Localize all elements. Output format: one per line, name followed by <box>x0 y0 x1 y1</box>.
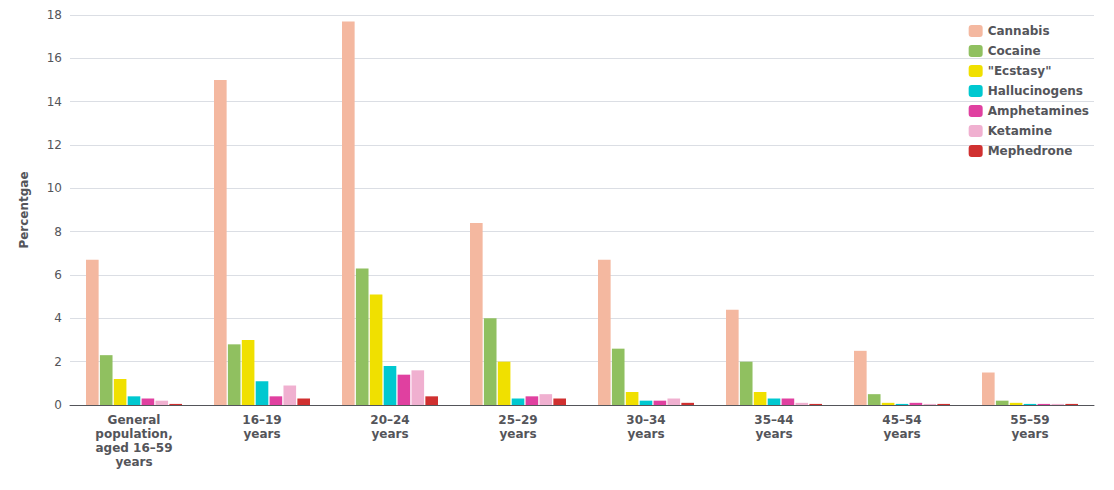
svg-text:18: 18 <box>47 8 62 22</box>
svg-text:years: years <box>1011 427 1048 441</box>
svg-text:6: 6 <box>54 268 62 282</box>
svg-text:Cocaine: Cocaine <box>988 44 1041 58</box>
svg-text:0: 0 <box>54 398 62 412</box>
svg-text:years: years <box>371 427 408 441</box>
svg-text:years: years <box>627 427 664 441</box>
svg-text:years: years <box>243 427 280 441</box>
svg-text:55–59: 55–59 <box>1010 413 1049 427</box>
svg-text:years: years <box>883 427 920 441</box>
svg-text:25–29: 25–29 <box>498 413 537 427</box>
svg-text:35–44: 35–44 <box>754 413 793 427</box>
svg-text:16–19: 16–19 <box>242 413 281 427</box>
svg-text:Mephedrone: Mephedrone <box>988 144 1073 158</box>
svg-text:"Ecstasy": "Ecstasy" <box>988 64 1052 78</box>
svg-text:10: 10 <box>47 181 62 195</box>
svg-text:14: 14 <box>47 95 62 109</box>
svg-text:16: 16 <box>47 51 62 65</box>
svg-text:Amphetamines: Amphetamines <box>988 104 1089 118</box>
svg-text:8: 8 <box>54 225 62 239</box>
svg-text:population,: population, <box>95 427 172 441</box>
svg-text:4: 4 <box>54 311 62 325</box>
svg-text:General: General <box>108 413 161 427</box>
svg-text:30–34: 30–34 <box>626 413 665 427</box>
svg-text:Ketamine: Ketamine <box>988 124 1052 138</box>
svg-text:Percentgae: Percentgae <box>17 171 31 248</box>
svg-text:years: years <box>499 427 536 441</box>
svg-text:years: years <box>115 455 152 469</box>
svg-text:Cannabis: Cannabis <box>988 24 1050 38</box>
svg-text:years: years <box>755 427 792 441</box>
svg-text:2: 2 <box>54 355 62 369</box>
svg-text:12: 12 <box>47 138 62 152</box>
svg-text:45–54: 45–54 <box>882 413 921 427</box>
svg-text:20–24: 20–24 <box>370 413 409 427</box>
svg-text:aged 16–59: aged 16–59 <box>96 441 173 455</box>
svg-text:Hallucinogens: Hallucinogens <box>988 84 1083 98</box>
